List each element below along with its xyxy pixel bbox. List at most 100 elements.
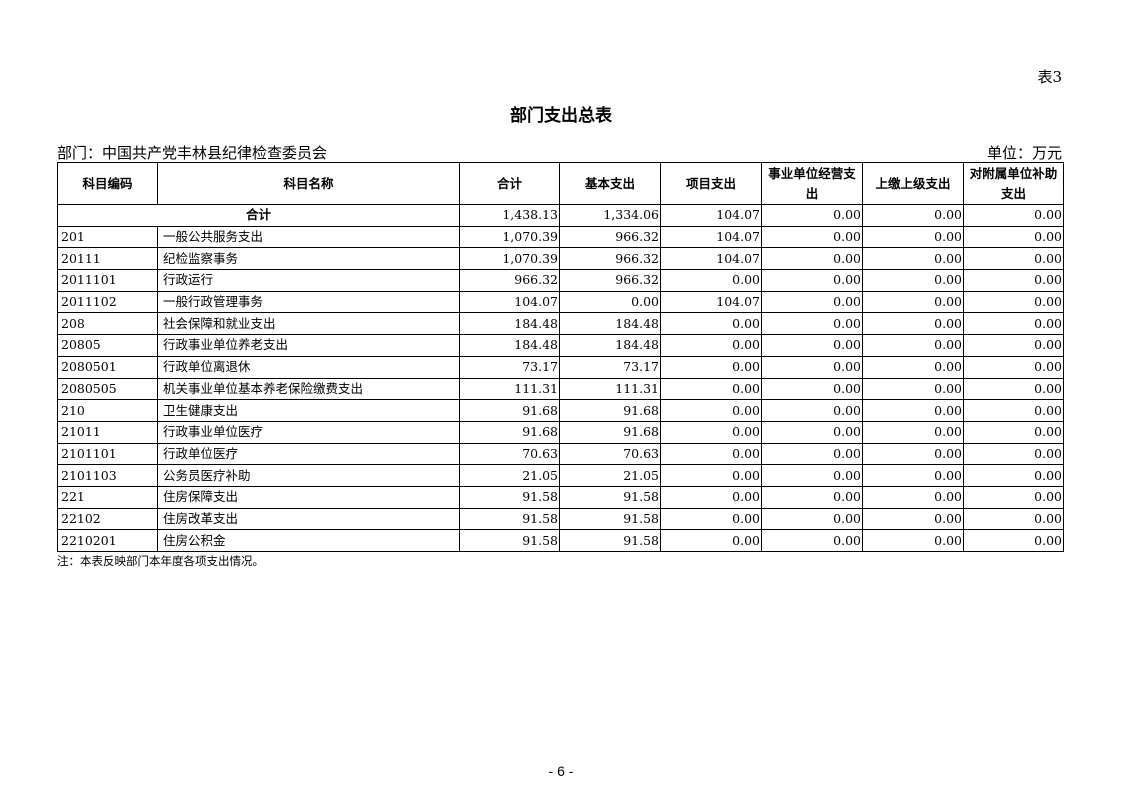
table-row: 210 卫生健康支出 91.68 91.68 0.00 0.00 0.00 0.00: [57, 399, 1064, 422]
table-row: 201 一般公共服务支出 1,070.39 966.32 104.07 0.00 0.00 0…: [57, 225, 1064, 249]
amount-cell: 104.07: [660, 247, 762, 271]
amount-cell: 73.17: [559, 355, 661, 379]
amount-cell: 1,070.39: [459, 247, 560, 271]
subject-name: 行政事业单位医疗: [157, 420, 460, 444]
amount-cell: 70.63: [459, 442, 560, 466]
total-value: 0.00: [862, 204, 964, 227]
amount-cell: 0.00: [761, 377, 863, 401]
subject-code: 201: [57, 225, 158, 249]
subject-name: 卫生健康支出: [157, 399, 460, 422]
subject-name: 社会保障和就业支出: [157, 312, 460, 336]
amount-cell: 0.00: [660, 334, 762, 357]
amount-cell: 0.00: [660, 420, 762, 444]
amount-cell: 91.58: [459, 529, 560, 552]
header-cell: 合计: [459, 162, 560, 205]
subject-code: 208: [57, 312, 158, 336]
subject-name: 行政单位离退休: [157, 355, 460, 379]
amount-cell: 0.00: [963, 529, 1064, 552]
amount-cell: 104.07: [660, 225, 762, 249]
amount-cell: 184.48: [559, 334, 661, 357]
amount-cell: 184.48: [459, 334, 560, 357]
subject-name: 住房保障支出: [157, 485, 460, 509]
amount-cell: 0.00: [862, 312, 964, 336]
amount-cell: 91.68: [459, 420, 560, 444]
amount-cell: 966.32: [459, 269, 560, 292]
amount-cell: 21.05: [559, 464, 661, 487]
amount-cell: 966.32: [559, 269, 661, 292]
subject-name: 住房公积金: [157, 529, 460, 552]
amount-cell: 0.00: [963, 442, 1064, 466]
subject-name: 住房改革支出: [157, 507, 460, 531]
subject-code: 2210201: [57, 529, 158, 552]
amount-cell: 184.48: [459, 312, 560, 336]
amount-cell: 0.00: [862, 377, 964, 401]
total-value: 1,334.06: [559, 204, 661, 227]
amount-cell: 966.32: [559, 225, 661, 249]
amount-cell: 0.00: [963, 420, 1064, 444]
table-number: 表3: [1037, 68, 1062, 86]
table-row: 20805 行政事业单位养老支出 184.48 184.48 0.00 0.00 0.00 0…: [57, 334, 1064, 357]
amount-cell: 0.00: [963, 290, 1064, 314]
header-cell: 基本支出: [559, 162, 661, 205]
amount-cell: 91.68: [559, 420, 661, 444]
amount-cell: 0.00: [660, 399, 762, 422]
table-row: 2080505 机关事业单位基本养老保险缴费支出 111.31 111.31 0.00 0…: [57, 377, 1064, 401]
amount-cell: 0.00: [761, 529, 863, 552]
amount-cell: 0.00: [963, 464, 1064, 487]
amount-cell: 91.58: [559, 485, 661, 509]
amount-cell: 0.00: [761, 485, 863, 509]
header-cell: 科目编码: [57, 162, 158, 205]
amount-cell: 0.00: [862, 334, 964, 357]
subject-name: 行政单位医疗: [157, 442, 460, 466]
amount-cell: 21.05: [459, 464, 560, 487]
total-value: 0.00: [761, 204, 863, 227]
department-label: 部门：中国共产党丰林县纪律检查委员会: [57, 144, 328, 162]
table-row: 208 社会保障和就业支出 184.48 184.48 0.00 0.00 0.00 0.00: [57, 312, 1064, 336]
amount-cell: 0.00: [660, 377, 762, 401]
amount-cell: 0.00: [660, 312, 762, 336]
amount-cell: 0.00: [660, 529, 762, 552]
amount-cell: 73.17: [459, 355, 560, 379]
amount-cell: 91.58: [459, 485, 560, 509]
amount-cell: 0.00: [761, 464, 863, 487]
amount-cell: 0.00: [761, 247, 863, 271]
amount-cell: 0.00: [862, 290, 964, 314]
amount-cell: 0.00: [963, 312, 1064, 336]
amount-cell: 0.00: [761, 225, 863, 249]
amount-cell: 0.00: [963, 334, 1064, 357]
total-value: 0.00: [963, 204, 1064, 227]
amount-cell: 0.00: [761, 420, 863, 444]
amount-cell: 966.32: [559, 247, 661, 271]
amount-cell: 0.00: [963, 247, 1064, 271]
total-value: 104.07: [660, 204, 762, 227]
amount-cell: 0.00: [660, 355, 762, 379]
amount-cell: 0.00: [761, 399, 863, 422]
table-row: 2011101 行政运行 966.32 966.32 0.00 0.00 0.00 0.00: [57, 269, 1064, 292]
amount-cell: 91.58: [559, 507, 661, 531]
amount-cell: 0.00: [862, 225, 964, 249]
amount-cell: 0.00: [660, 269, 762, 292]
subject-code: 20111: [57, 247, 158, 271]
amount-cell: 184.48: [559, 312, 661, 336]
table-row: 221 住房保障支出 91.58 91.58 0.00 0.00 0.00 0.00: [57, 485, 1064, 509]
unit-label: 单位：万元: [986, 144, 1062, 162]
table-row: 2080501 行政单位离退休 73.17 73.17 0.00 0.00 0.00 0.00: [57, 355, 1064, 379]
amount-cell: 0.00: [761, 312, 863, 336]
amount-cell: 0.00: [761, 442, 863, 466]
amount-cell: 91.68: [559, 399, 661, 422]
amount-cell: 0.00: [862, 355, 964, 379]
header-cell: 科目名称: [157, 162, 460, 205]
amount-cell: 91.58: [459, 507, 560, 531]
subject-code: 22102: [57, 507, 158, 531]
subject-code: 21011: [57, 420, 158, 444]
header-cell: 上缴上级支出: [862, 162, 964, 205]
table-row: 2210201 住房公积金 91.58 91.58 0.00 0.00 0.00 0.00: [57, 529, 1064, 552]
subject-code: 20805: [57, 334, 158, 357]
subject-name: 行政事业单位养老支出: [157, 334, 460, 357]
table-note: 注：本表反映部门本年度各项支出情况。: [57, 554, 264, 568]
amount-cell: 104.07: [660, 290, 762, 314]
subject-code: 2101101: [57, 442, 158, 466]
header-cell: 事业单位经营支出: [761, 162, 863, 205]
total-row: 合计 1,438.13 1,334.06 104.07 0.00 0.00 0.…: [57, 204, 1064, 227]
header-cell: 对附属单位补助支出: [963, 162, 1064, 205]
